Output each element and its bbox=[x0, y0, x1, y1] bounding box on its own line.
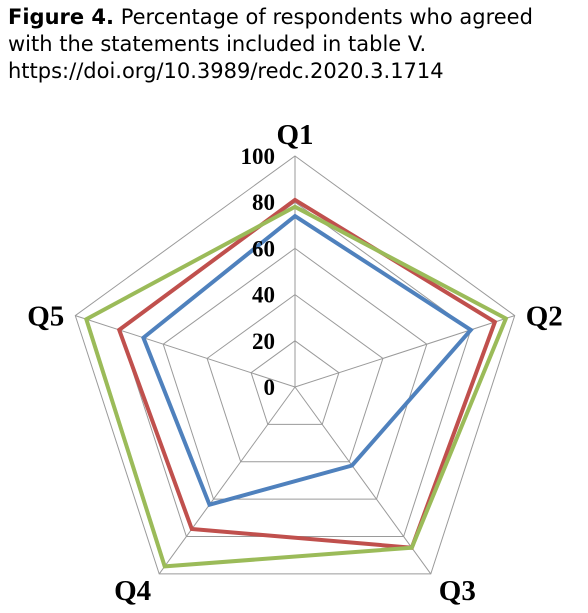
spoke-q4 bbox=[158, 386, 296, 575]
tick-label-40: 40 bbox=[252, 283, 275, 308]
figure-label: Figure 4. bbox=[8, 5, 115, 29]
axis-label-q2: Q2 bbox=[526, 301, 563, 333]
tick-label-0: 0 bbox=[264, 375, 276, 400]
figure-caption: Figure 4. Percentage of respondents who … bbox=[8, 4, 580, 85]
radar-axis-labels: Q1 Q2 Q3 Q4 Q5 bbox=[27, 119, 563, 607]
series-1-line bbox=[140, 213, 474, 508]
tick-label-60: 60 bbox=[252, 236, 275, 261]
spoke-q3 bbox=[294, 386, 432, 575]
series-3-line bbox=[83, 204, 509, 569]
axis-label-q3: Q3 bbox=[439, 575, 476, 607]
radar-grid bbox=[74, 155, 516, 575]
radar-series bbox=[83, 197, 509, 569]
grid-ring-20 bbox=[250, 340, 340, 425]
caption-doi: https://doi.org/10.3989/redc.2020.3.1714 bbox=[8, 59, 444, 83]
radar-tick-labels: 0 20 40 60 80 100 bbox=[241, 144, 276, 400]
axis-label-q1: Q1 bbox=[276, 119, 313, 151]
grid-ring-40 bbox=[206, 293, 384, 463]
axis-label-q5: Q5 bbox=[27, 301, 64, 333]
grid-ring-60 bbox=[162, 247, 428, 500]
spoke-q2 bbox=[294, 315, 515, 388]
tick-label-20: 20 bbox=[252, 329, 275, 354]
spoke-q5 bbox=[75, 315, 296, 388]
series-2-line bbox=[116, 197, 498, 550]
caption-text: Percentage of respondents who agreed wit… bbox=[8, 5, 533, 56]
tick-label-100: 100 bbox=[241, 144, 276, 169]
grid-ring-100 bbox=[74, 155, 516, 575]
axis-label-q4: Q4 bbox=[114, 575, 151, 607]
tick-label-80: 80 bbox=[252, 190, 275, 215]
